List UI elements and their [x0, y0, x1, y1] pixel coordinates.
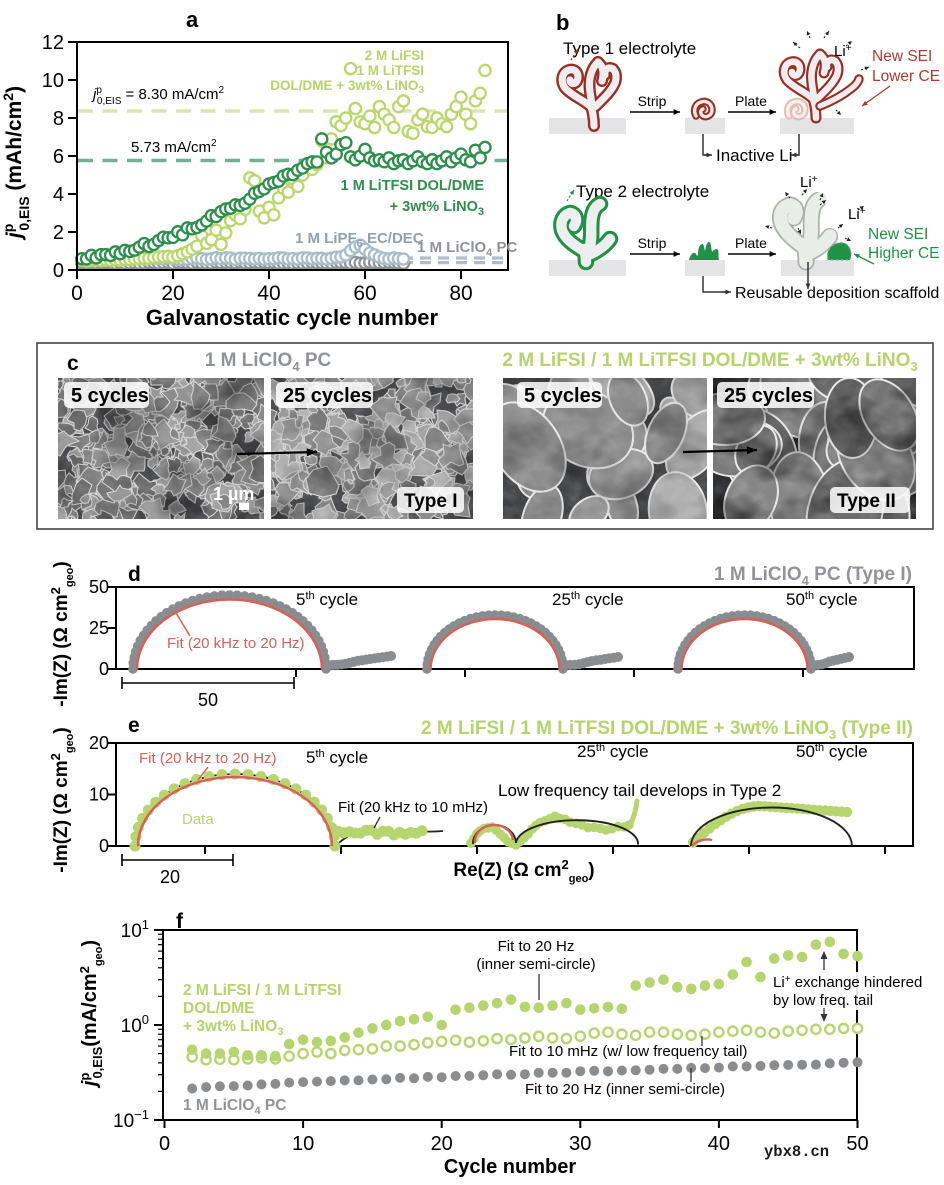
svg-text:+ 3wt% LiNO3: + 3wt% LiNO3 — [390, 199, 484, 218]
svg-text:30: 30 — [569, 1133, 591, 1155]
svg-text:Type II: Type II — [837, 491, 896, 512]
svg-text:0: 0 — [53, 260, 64, 282]
svg-text:5 cycles: 5 cycles — [524, 385, 602, 407]
svg-text:Type I: Type I — [404, 491, 458, 512]
svg-text:5.73 mA/cm2: 5.73 mA/cm2 — [131, 138, 217, 156]
svg-text:jp0,EIS = 8.30 mA/cm2: jp 0,EIS = 8.30 mA/cm2 — [91, 85, 225, 107]
svg-text:Fit to 20 Hz (inner semi-circl: Fit to 20 Hz (inner semi-circle) — [525, 1081, 725, 1098]
svg-text:5th cycle: 5th cycle — [306, 748, 368, 767]
svg-text:Inactive Li: Inactive Li — [716, 146, 793, 165]
svg-text:Reusable deposition scaffold: Reusable deposition scaffold — [735, 285, 939, 302]
svg-text:1 M LiClO4 PC (Type I): 1 M LiClO4 PC (Type I) — [714, 564, 912, 588]
svg-text:5th cycle: 5th cycle — [296, 590, 358, 609]
svg-text:Data: Data — [182, 811, 214, 828]
svg-text:20: 20 — [89, 733, 109, 753]
svg-text:DOL/DME: DOL/DME — [183, 1000, 254, 1017]
svg-text:+ 3wt% LiNO3: + 3wt% LiNO3 — [183, 1018, 283, 1038]
svg-text:50th cycle: 50th cycle — [796, 742, 868, 761]
svg-text:2 M LiFSI / 1 M LiTFSI: 2 M LiFSI / 1 M LiTFSI — [183, 982, 341, 999]
svg-text:1 M LiTFSI DOL/DME: 1 M LiTFSI DOL/DME — [341, 178, 485, 194]
svg-text:40: 40 — [708, 1133, 730, 1155]
svg-text:0: 0 — [159, 1133, 170, 1155]
svg-text:Type 2 electrolyte: Type 2 electrolyte — [576, 182, 709, 201]
svg-text:0: 0 — [99, 836, 109, 856]
svg-text:0: 0 — [99, 659, 109, 679]
svg-text:10: 10 — [292, 1133, 314, 1155]
svg-text:ybx8.cn: ybx8.cn — [764, 1143, 829, 1161]
svg-text:Type 1 electrolyte: Type 1 electrolyte — [563, 39, 696, 58]
svg-text:2 M LiFSI: 2 M LiFSI — [365, 48, 424, 63]
svg-text:6: 6 — [53, 146, 64, 168]
svg-text:1 M LiClO4 PC: 1 M LiClO4 PC — [417, 239, 517, 259]
svg-text:a: a — [186, 7, 199, 32]
svg-text:5 cycles: 5 cycles — [71, 385, 149, 407]
svg-text:d: d — [128, 563, 141, 586]
svg-text:Strip: Strip — [638, 235, 667, 251]
svg-text:Higher CE: Higher CE — [868, 245, 940, 262]
svg-text:25 cycles: 25 cycles — [283, 385, 372, 407]
svg-text:12: 12 — [42, 32, 64, 54]
svg-text:50th cycle: 50th cycle — [786, 590, 858, 609]
svg-text:80: 80 — [449, 282, 472, 305]
svg-text:Galvanostatic cycle number: Galvanostatic cycle number — [146, 305, 439, 330]
svg-text:(inner semi-circle): (inner semi-circle) — [476, 956, 595, 973]
svg-text:8: 8 — [53, 108, 64, 130]
svg-text:1 µm: 1 µm — [213, 484, 254, 504]
svg-text:2 M LiFSI / 1 M LiTFSI DOL/DME: 2 M LiFSI / 1 M LiTFSI DOL/DME + 3wt% Li… — [421, 718, 913, 742]
svg-text:f: f — [176, 910, 184, 933]
svg-text:e: e — [128, 714, 140, 737]
svg-text:1 M LiClO4 PC: 1 M LiClO4 PC — [183, 1097, 286, 1117]
svg-text:50: 50 — [198, 690, 218, 710]
svg-text:Lower CE: Lower CE — [872, 68, 940, 85]
svg-text:Fit (20 kHz to 20 Hz): Fit (20 kHz to 20 Hz) — [167, 635, 305, 652]
svg-text:20: 20 — [160, 867, 180, 887]
svg-text:b: b — [556, 10, 569, 35]
svg-text:20: 20 — [431, 1133, 453, 1155]
svg-text:New SEI: New SEI — [868, 226, 928, 243]
svg-text:by low freq. tail: by low freq. tail — [773, 992, 873, 1009]
svg-text:2 M LiFSI / 1 M LiTFSI DOL/DME: 2 M LiFSI / 1 M LiTFSI DOL/DME + 3wt% Li… — [502, 350, 917, 374]
svg-text:20: 20 — [161, 282, 184, 305]
svg-text:Fit to 20 Hz: Fit to 20 Hz — [498, 938, 575, 955]
svg-text:25th cycle: 25th cycle — [552, 590, 624, 609]
svg-text:Strip: Strip — [638, 93, 667, 109]
svg-text:50: 50 — [846, 1133, 868, 1155]
svg-text:1 M LiPF6 EC/DEC: 1 M LiPF6 EC/DEC — [295, 230, 424, 250]
svg-text:1 M LiClO4 PC: 1 M LiClO4 PC — [205, 350, 332, 374]
svg-text:2: 2 — [53, 222, 64, 244]
svg-text:Low frequency tail develops in: Low frequency tail develops in Type 2 — [498, 781, 781, 800]
svg-text:4: 4 — [53, 184, 64, 206]
svg-text:DOL/DME + 3wt% LiNO3: DOL/DME + 3wt% LiNO3 — [270, 78, 424, 96]
svg-text:Plate: Plate — [735, 235, 767, 251]
svg-text:25: 25 — [89, 618, 109, 638]
svg-text:Fit (20 kHz to 10 mHz): Fit (20 kHz to 10 mHz) — [338, 799, 488, 816]
svg-text:60: 60 — [353, 282, 376, 305]
svg-text:25th cycle: 25th cycle — [577, 742, 649, 761]
svg-text:New SEI: New SEI — [872, 48, 932, 65]
svg-text:40: 40 — [257, 282, 280, 305]
svg-text:10: 10 — [89, 785, 109, 805]
svg-text:jp0,EIS (mAh/cm2): jp0,EIS (mAh/cm2) — [0, 86, 32, 241]
svg-text:50: 50 — [89, 577, 109, 597]
svg-text:0: 0 — [71, 282, 83, 305]
svg-text:Plate: Plate — [735, 93, 767, 109]
svg-text:Li+ exchange hindered: Li+ exchange hindered — [773, 974, 922, 991]
svg-text:Cycle number: Cycle number — [444, 1156, 576, 1178]
svg-text:10: 10 — [42, 70, 64, 92]
svg-text:Fit to 10 mHz (w/ low frequenc: Fit to 10 mHz (w/ low frequency tail) — [509, 1043, 747, 1060]
svg-text:Fit (20 kHz to 20 Hz): Fit (20 kHz to 20 Hz) — [139, 750, 277, 767]
svg-text:c: c — [67, 352, 79, 375]
svg-text:1 M LiTFSI: 1 M LiTFSI — [357, 63, 425, 78]
svg-text:jp0,EIS(mA/cm2geo): jp0,EIS(mA/cm2geo) — [77, 940, 105, 1089]
svg-text:25 cycles: 25 cycles — [724, 385, 813, 407]
